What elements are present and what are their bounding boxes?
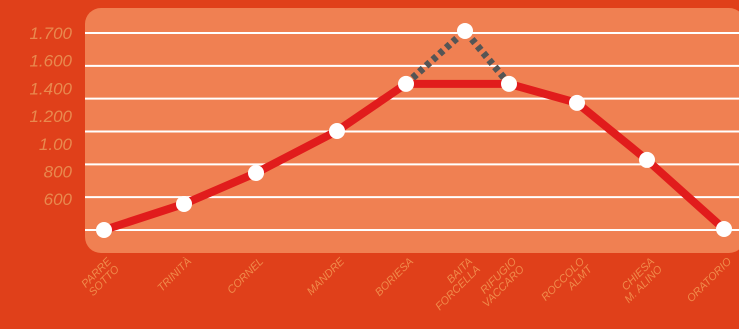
data-point [457,22,473,39]
data-point [569,94,585,111]
data-point [716,220,732,237]
y-axis-label: 1.700 [29,24,72,43]
y-axis-label: 800 [44,163,73,182]
y-axis-label: 1.400 [29,79,72,98]
data-point [248,164,264,181]
data-point [329,122,345,139]
data-point [96,222,112,238]
y-axis-label: 600 [44,190,73,209]
series-line [102,79,727,234]
data-point [176,195,192,212]
y-axis-label: 1.200 [29,107,72,126]
data-point [639,151,655,168]
data-point [501,75,517,92]
y-axis-label: 1.00 [39,135,73,154]
y-axis-label: 1.600 [29,52,72,71]
data-point [398,75,414,92]
